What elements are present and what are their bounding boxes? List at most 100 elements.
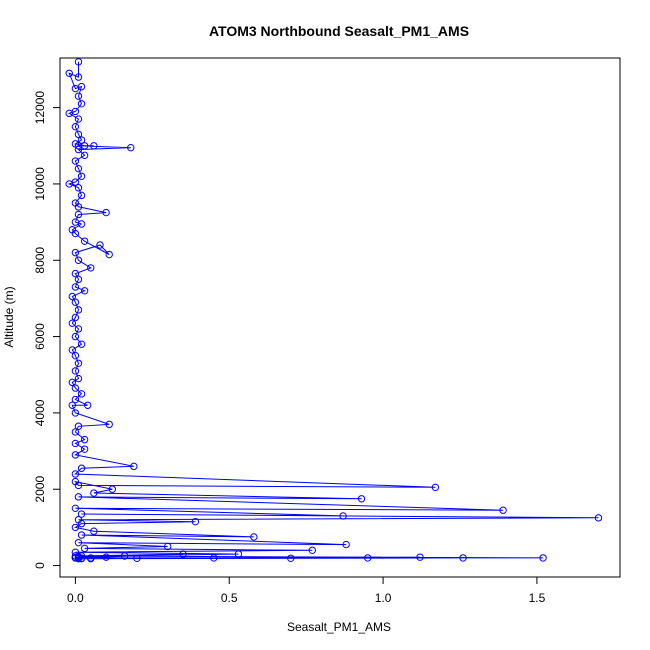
data-point	[102, 208, 110, 217]
data-point	[102, 553, 110, 561]
data-point	[77, 531, 86, 539]
data-point	[74, 92, 83, 100]
chart-title: ATOM3 Northbound Seasalt_PM1_AMS	[209, 23, 469, 39]
data-point	[71, 313, 80, 322]
data-point	[105, 250, 113, 259]
data-point	[77, 191, 86, 200]
data-point	[71, 409, 80, 417]
data-point	[74, 184, 83, 192]
data-point	[74, 422, 83, 430]
data-point	[74, 493, 83, 501]
data-point	[431, 483, 440, 492]
data-point	[74, 256, 83, 264]
data-point	[105, 420, 113, 429]
data-point	[77, 100, 86, 108]
data-point	[77, 136, 86, 144]
data-point	[68, 378, 77, 387]
data-point	[127, 143, 135, 152]
data-point	[357, 495, 366, 503]
data-point	[363, 554, 372, 562]
data-point	[74, 58, 83, 66]
data-point	[80, 435, 89, 444]
data-point	[163, 542, 172, 551]
y-tick-label: 2000	[33, 476, 47, 503]
data-point	[68, 346, 77, 354]
data-point	[416, 553, 424, 561]
data-point	[71, 428, 80, 436]
data-point	[71, 367, 80, 375]
data-point	[210, 554, 218, 562]
data-point	[71, 122, 80, 131]
data-point	[499, 506, 507, 514]
data-point	[71, 248, 80, 257]
x-tick-label: 0.5	[221, 591, 238, 605]
data-point	[96, 241, 104, 249]
data-point	[74, 203, 83, 211]
data-point	[74, 275, 83, 284]
data-point	[539, 554, 547, 562]
x-axis-label: Seasalt_PM1_AMS	[287, 620, 391, 634]
data-point	[87, 554, 95, 562]
data-point	[74, 115, 83, 123]
data-point	[250, 533, 258, 541]
series-line	[67, 61, 599, 560]
data-point	[191, 517, 200, 526]
data-point	[74, 145, 83, 154]
data-point	[74, 210, 83, 219]
data-point	[80, 237, 89, 245]
data-point	[71, 477, 80, 486]
data-point	[71, 470, 80, 478]
y-tick-label: 10000	[33, 167, 47, 201]
data-point	[77, 464, 86, 472]
data-point	[80, 445, 89, 453]
data-point	[71, 298, 80, 306]
data-point	[71, 395, 80, 404]
data-point	[71, 523, 80, 532]
data-point	[71, 451, 80, 459]
data-point	[65, 69, 73, 77]
data-point	[77, 220, 86, 228]
data-point	[68, 401, 77, 409]
data-point	[459, 554, 467, 562]
data-point	[77, 390, 86, 398]
data-point	[130, 462, 138, 471]
data-point	[108, 485, 117, 493]
data-point	[68, 292, 77, 301]
y-tick-label: 4000	[33, 399, 47, 426]
data-point	[87, 264, 95, 272]
data-point	[133, 554, 141, 563]
data-point	[77, 340, 86, 348]
y-tick-label: 8000	[33, 247, 47, 274]
data-point	[77, 554, 86, 563]
data-point	[74, 73, 83, 81]
data-point	[234, 550, 243, 558]
y-axis-label: Altitude (m)	[2, 286, 16, 347]
data-point	[71, 384, 80, 392]
data-point	[83, 401, 92, 409]
data-point	[71, 157, 80, 165]
data-point	[80, 151, 89, 160]
x-tick-label: 1.5	[529, 591, 546, 605]
data-point	[80, 287, 89, 295]
data-point	[339, 512, 347, 520]
data-point	[90, 142, 98, 150]
data-point	[74, 359, 83, 367]
data-point	[120, 552, 129, 560]
series-layer	[65, 58, 603, 563]
data-point	[90, 489, 98, 497]
data-point	[80, 544, 89, 553]
data-point	[74, 538, 83, 547]
data-point	[594, 514, 603, 522]
data-point	[74, 130, 83, 139]
data-point	[68, 319, 77, 327]
y-tick-label: 6000	[33, 323, 47, 350]
data-point	[74, 374, 83, 383]
data-point	[71, 439, 80, 448]
data-point	[77, 519, 86, 528]
data-point	[71, 351, 80, 360]
y-axis: 0 2000 4000 6000 8000 10000 12000	[33, 91, 61, 569]
x-tick-label: 0.0	[67, 591, 84, 605]
data-point	[77, 82, 86, 91]
data-point	[287, 554, 295, 563]
